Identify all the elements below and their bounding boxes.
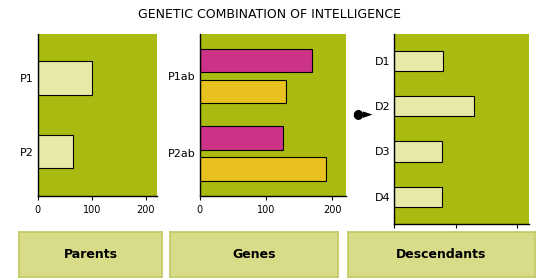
Bar [200,80,286,103]
Bar [200,126,282,150]
Bar [200,157,326,181]
Bar [394,51,443,71]
Text: Parents: Parents [64,248,118,261]
Bar [394,186,442,207]
Bar [394,141,442,162]
Bar [200,49,313,72]
Text: ●►: ●► [353,107,373,120]
Text: GENETIC COMBINATION OF INTELLIGENCE: GENETIC COMBINATION OF INTELLIGENCE [138,8,402,21]
Text: Genes: Genes [232,248,275,261]
Bar [394,96,474,116]
Bar [38,135,73,168]
Bar [38,61,92,95]
Text: Descendants: Descendants [396,248,487,261]
